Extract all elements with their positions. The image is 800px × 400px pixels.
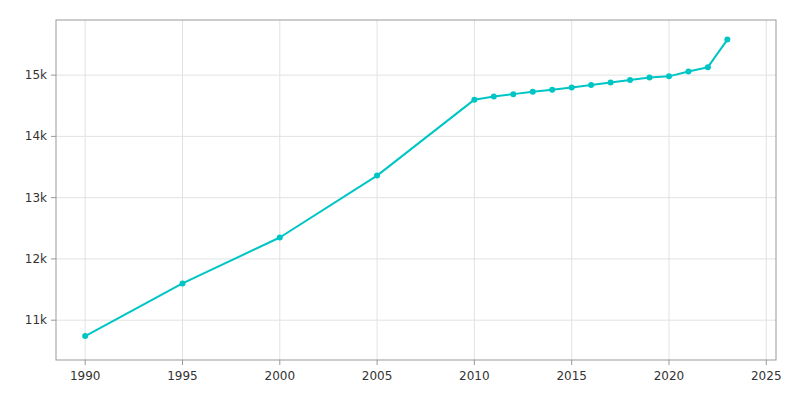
x-tick	[668, 360, 669, 365]
series	[82, 37, 730, 340]
chart-container: 1990 1995 2000 2005 2010 2015 2020 2025 11k 12k 13…	[0, 0, 800, 400]
point	[179, 280, 185, 286]
x-tick-label: 2020	[654, 369, 685, 383]
x-grid-line	[279, 20, 280, 360]
y-grid-line	[56, 136, 776, 137]
point	[82, 333, 88, 339]
point	[647, 75, 653, 81]
point	[471, 97, 477, 103]
x-grid-line	[668, 20, 669, 360]
point	[530, 89, 536, 95]
x-grid-line	[766, 20, 767, 360]
x-tick	[474, 360, 475, 365]
y-tick	[51, 75, 56, 76]
y-tick-label: 12k	[25, 252, 47, 266]
y-tick	[51, 258, 56, 259]
x-tick-label: 1990	[70, 369, 101, 383]
point	[608, 79, 614, 85]
point	[374, 173, 380, 179]
x-grid-line	[182, 20, 183, 360]
y-grid-line	[56, 258, 776, 259]
point	[549, 87, 555, 93]
y-tick-label: 11k	[25, 313, 47, 327]
point	[588, 82, 594, 88]
point	[627, 77, 633, 83]
x-tick-label: 2005	[362, 369, 393, 383]
y-tick	[51, 136, 56, 137]
point	[277, 234, 283, 240]
line	[85, 40, 727, 337]
y-tick-label: 13k	[25, 191, 47, 205]
x-tick	[85, 360, 86, 365]
x-tick-label: 1995	[167, 369, 198, 383]
x-tick	[766, 360, 767, 365]
x-tick	[279, 360, 280, 365]
point	[666, 73, 672, 79]
x-grid-line	[85, 20, 86, 360]
y-grid-line	[56, 320, 776, 321]
x-tick-label: 2025	[751, 369, 782, 383]
x-grid-line	[474, 20, 475, 360]
x-tick	[571, 360, 572, 365]
y-tick-label: 15k	[25, 68, 47, 82]
x-grid-line	[377, 20, 378, 360]
point	[569, 84, 575, 90]
point	[510, 91, 516, 97]
axes: 1990 1995 2000 2005 2010 2015 2020 2025 11k 12k 13…	[25, 68, 782, 383]
y-tick	[51, 320, 56, 321]
y-grid-line	[56, 197, 776, 198]
x-tick-label: 2015	[556, 369, 587, 383]
point	[685, 68, 691, 74]
y-tick	[51, 197, 56, 198]
x-tick	[182, 360, 183, 365]
x-grid-line	[571, 20, 572, 360]
point	[724, 37, 730, 43]
y-tick-label: 14k	[25, 129, 47, 143]
x-tick-label: 2010	[459, 369, 490, 383]
x-tick	[377, 360, 378, 365]
chart-svg: 1990 1995 2000 2005 2010 2015 2020 2025 11k 12k 13…	[0, 0, 800, 400]
grid	[56, 20, 776, 360]
plot-frame	[56, 20, 776, 360]
point	[705, 64, 711, 70]
x-tick-label: 2000	[265, 369, 296, 383]
point	[491, 94, 497, 100]
